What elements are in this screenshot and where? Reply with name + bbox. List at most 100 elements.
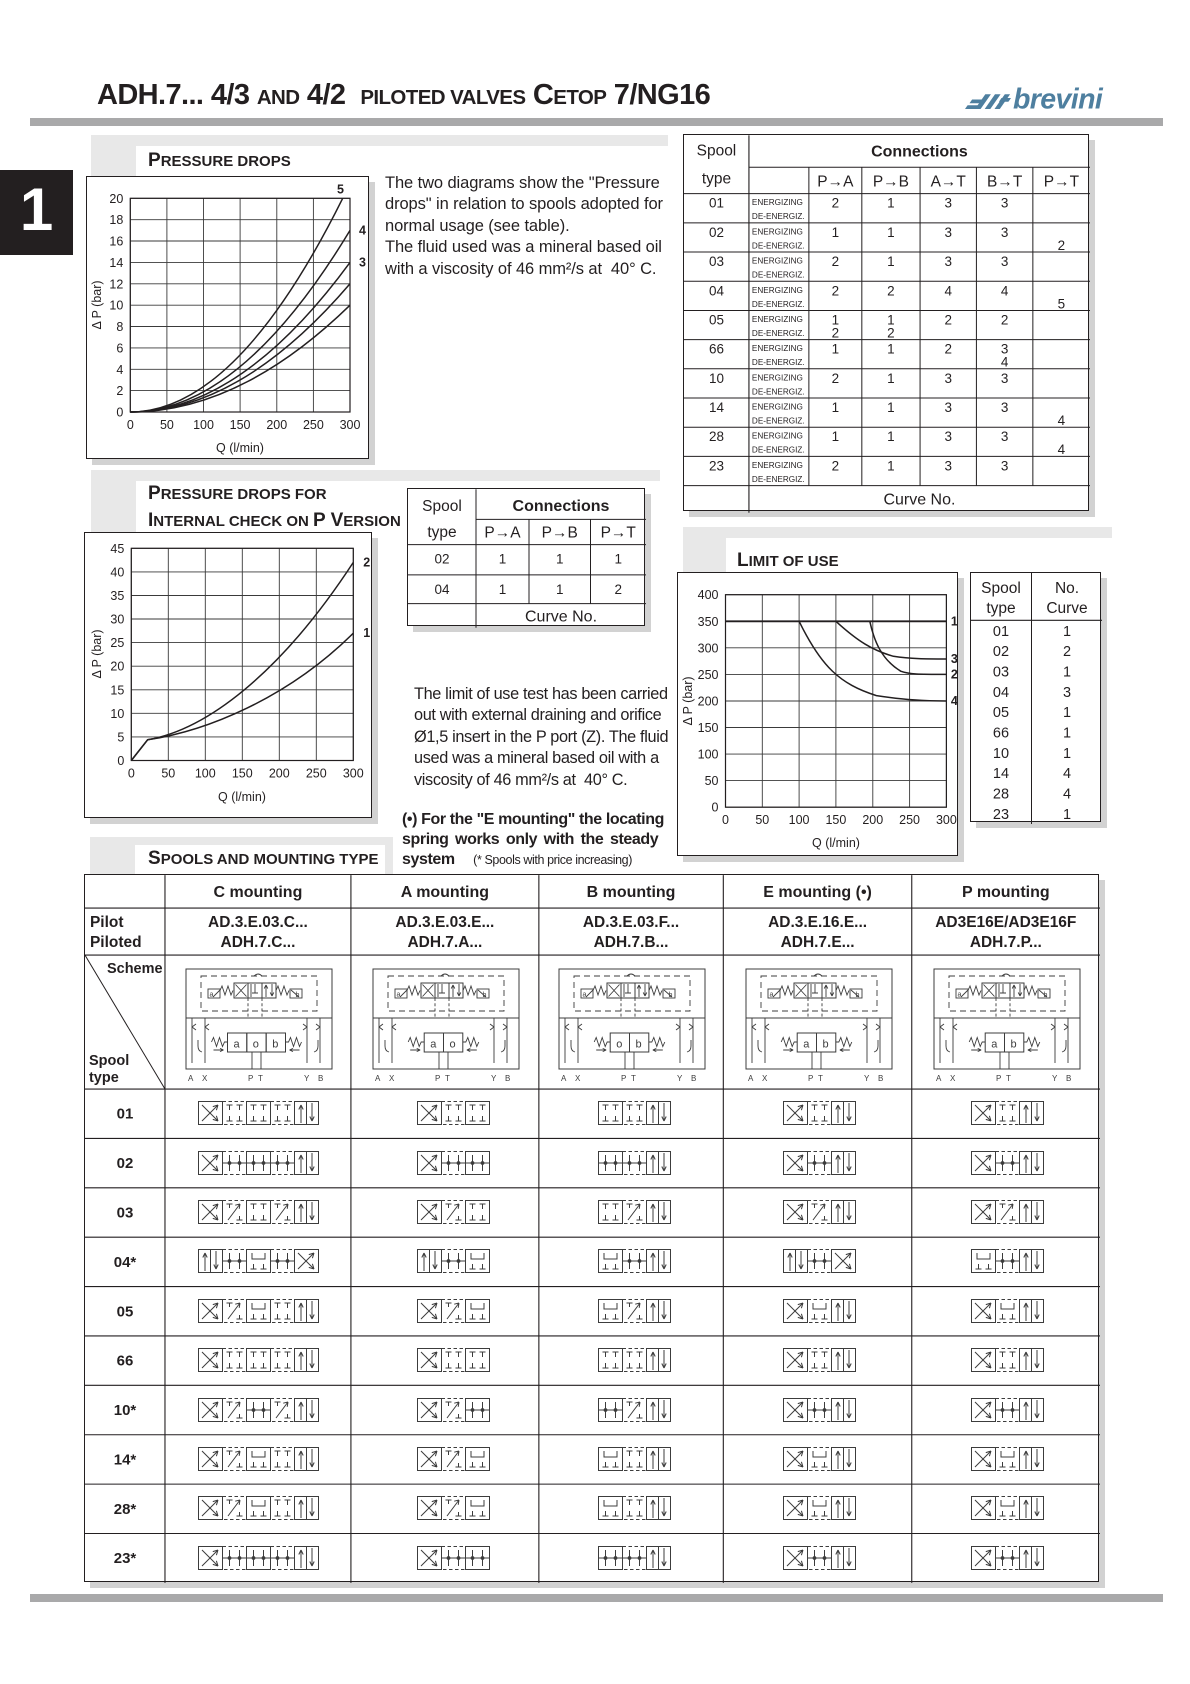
- svg-text:P: P: [808, 1074, 813, 1083]
- svg-text:b: b: [296, 992, 300, 999]
- svg-text:350: 350: [698, 615, 719, 629]
- svg-text:P→B: P→B: [873, 173, 909, 190]
- svg-text:T: T: [1006, 1074, 1011, 1083]
- svg-text:b: b: [856, 992, 860, 999]
- svg-text:a: a: [210, 992, 214, 999]
- svg-text:type: type: [427, 524, 456, 541]
- svg-text:2: 2: [832, 254, 840, 269]
- svg-text:DE-ENERGIZ.: DE-ENERGIZ.: [752, 212, 805, 221]
- svg-text:3: 3: [944, 458, 951, 473]
- svg-text:type: type: [702, 170, 731, 187]
- svg-text:2: 2: [832, 283, 840, 298]
- svg-text:4: 4: [359, 223, 366, 237]
- svg-text:0: 0: [117, 754, 124, 768]
- svg-text:2: 2: [1058, 237, 1066, 252]
- svg-text:1: 1: [1063, 807, 1071, 823]
- svg-text:1: 1: [887, 224, 895, 239]
- svg-text:ENERGIZING: ENERGIZING: [752, 373, 803, 382]
- svg-text:ENERGIZING: ENERGIZING: [752, 402, 803, 411]
- svg-text:2: 2: [944, 312, 951, 327]
- svg-text:Scheme: Scheme: [107, 961, 163, 977]
- svg-text:28: 28: [709, 429, 724, 444]
- svg-text:Y: Y: [304, 1074, 310, 1083]
- svg-text:2: 2: [887, 325, 895, 340]
- svg-text:8: 8: [116, 320, 123, 334]
- svg-text:ADH.7.P...: ADH.7.P...: [970, 934, 1042, 951]
- svg-text:2: 2: [614, 582, 622, 597]
- svg-text:100: 100: [789, 813, 810, 827]
- svg-text:04: 04: [993, 685, 1009, 701]
- svg-text:1: 1: [887, 370, 895, 385]
- svg-text:AD.3.E.16.E...: AD.3.E.16.E...: [768, 914, 867, 931]
- svg-text:3: 3: [1001, 341, 1009, 356]
- svg-text:ENERGIZING: ENERGIZING: [752, 256, 803, 265]
- svg-text:ADH.7.B...: ADH.7.B...: [594, 934, 669, 951]
- svg-text:12: 12: [109, 277, 123, 291]
- svg-text:25: 25: [110, 636, 124, 650]
- svg-text:23: 23: [993, 807, 1009, 823]
- svg-text:2: 2: [832, 195, 840, 210]
- svg-text:250: 250: [303, 418, 324, 432]
- svg-text:Δ P (bar): Δ P (bar): [90, 280, 104, 329]
- svg-text:23: 23: [709, 458, 724, 473]
- svg-text:4: 4: [1063, 786, 1071, 802]
- svg-text:03: 03: [993, 664, 1009, 680]
- svg-text:1: 1: [887, 312, 895, 327]
- svg-text:4: 4: [1058, 442, 1066, 457]
- svg-text:1: 1: [556, 551, 564, 566]
- svg-text:B→T: B→T: [987, 173, 1023, 190]
- svg-text:B: B: [505, 1074, 510, 1083]
- svg-text:0: 0: [128, 766, 135, 780]
- svg-text:a: a: [583, 992, 587, 999]
- svg-text:200: 200: [698, 694, 719, 708]
- svg-text:P mounting: P mounting: [962, 884, 1050, 901]
- svg-text:4: 4: [1001, 354, 1009, 369]
- svg-text:A→T: A→T: [931, 173, 967, 190]
- svg-text:10: 10: [110, 706, 124, 720]
- svg-text:DE-ENERGIZ.: DE-ENERGIZ.: [752, 416, 805, 425]
- svg-text:2: 2: [116, 384, 123, 398]
- svg-text:P→B: P→B: [541, 524, 577, 541]
- svg-text:DE-ENERGIZ.: DE-ENERGIZ.: [752, 299, 805, 308]
- svg-text:DE-ENERGIZ.: DE-ENERGIZ.: [752, 270, 805, 279]
- svg-text:o: o: [450, 1039, 456, 1051]
- svg-text:B: B: [691, 1074, 696, 1083]
- svg-text:04: 04: [709, 283, 724, 298]
- svg-text:05: 05: [709, 312, 724, 327]
- svg-text:ENERGIZING: ENERGIZING: [752, 285, 803, 294]
- svg-text:T: T: [631, 1074, 636, 1083]
- svg-text:50: 50: [705, 774, 719, 788]
- svg-text:a: a: [958, 992, 962, 999]
- svg-text:ADH.7.E...: ADH.7.E...: [781, 934, 855, 951]
- svg-text:14: 14: [109, 256, 123, 270]
- svg-text:05: 05: [993, 705, 1009, 721]
- svg-text:0: 0: [116, 406, 123, 420]
- svg-text:2: 2: [887, 283, 895, 298]
- svg-text:200: 200: [269, 766, 290, 780]
- svg-text:Y: Y: [491, 1074, 497, 1083]
- svg-text:2: 2: [1063, 644, 1071, 660]
- svg-text:01: 01: [117, 1106, 134, 1123]
- svg-text:ENERGIZING: ENERGIZING: [752, 314, 803, 323]
- svg-text:2: 2: [832, 325, 840, 340]
- svg-text:1: 1: [832, 399, 840, 414]
- svg-text:T: T: [445, 1074, 450, 1083]
- svg-text:2: 2: [832, 458, 840, 473]
- svg-text:3: 3: [1001, 254, 1009, 269]
- svg-text:ENERGIZING: ENERGIZING: [752, 344, 803, 353]
- svg-text:3: 3: [944, 195, 951, 210]
- svg-text:Spool: Spool: [697, 142, 737, 159]
- svg-text:b: b: [272, 1039, 278, 1051]
- svg-text:Y: Y: [1052, 1074, 1058, 1083]
- svg-text:1: 1: [887, 195, 895, 210]
- svg-text:Q (l/min): Q (l/min): [812, 836, 860, 850]
- svg-text:type: type: [89, 1070, 119, 1086]
- svg-text:10*: 10*: [114, 1402, 137, 1419]
- svg-text:45: 45: [110, 541, 124, 555]
- svg-text:b: b: [483, 992, 487, 999]
- svg-text:14: 14: [993, 766, 1009, 782]
- svg-text:1: 1: [1063, 746, 1071, 762]
- svg-text:15: 15: [110, 683, 124, 697]
- svg-text:P: P: [996, 1074, 1001, 1083]
- svg-text:AD.3.E.03.F...: AD.3.E.03.F...: [583, 914, 679, 931]
